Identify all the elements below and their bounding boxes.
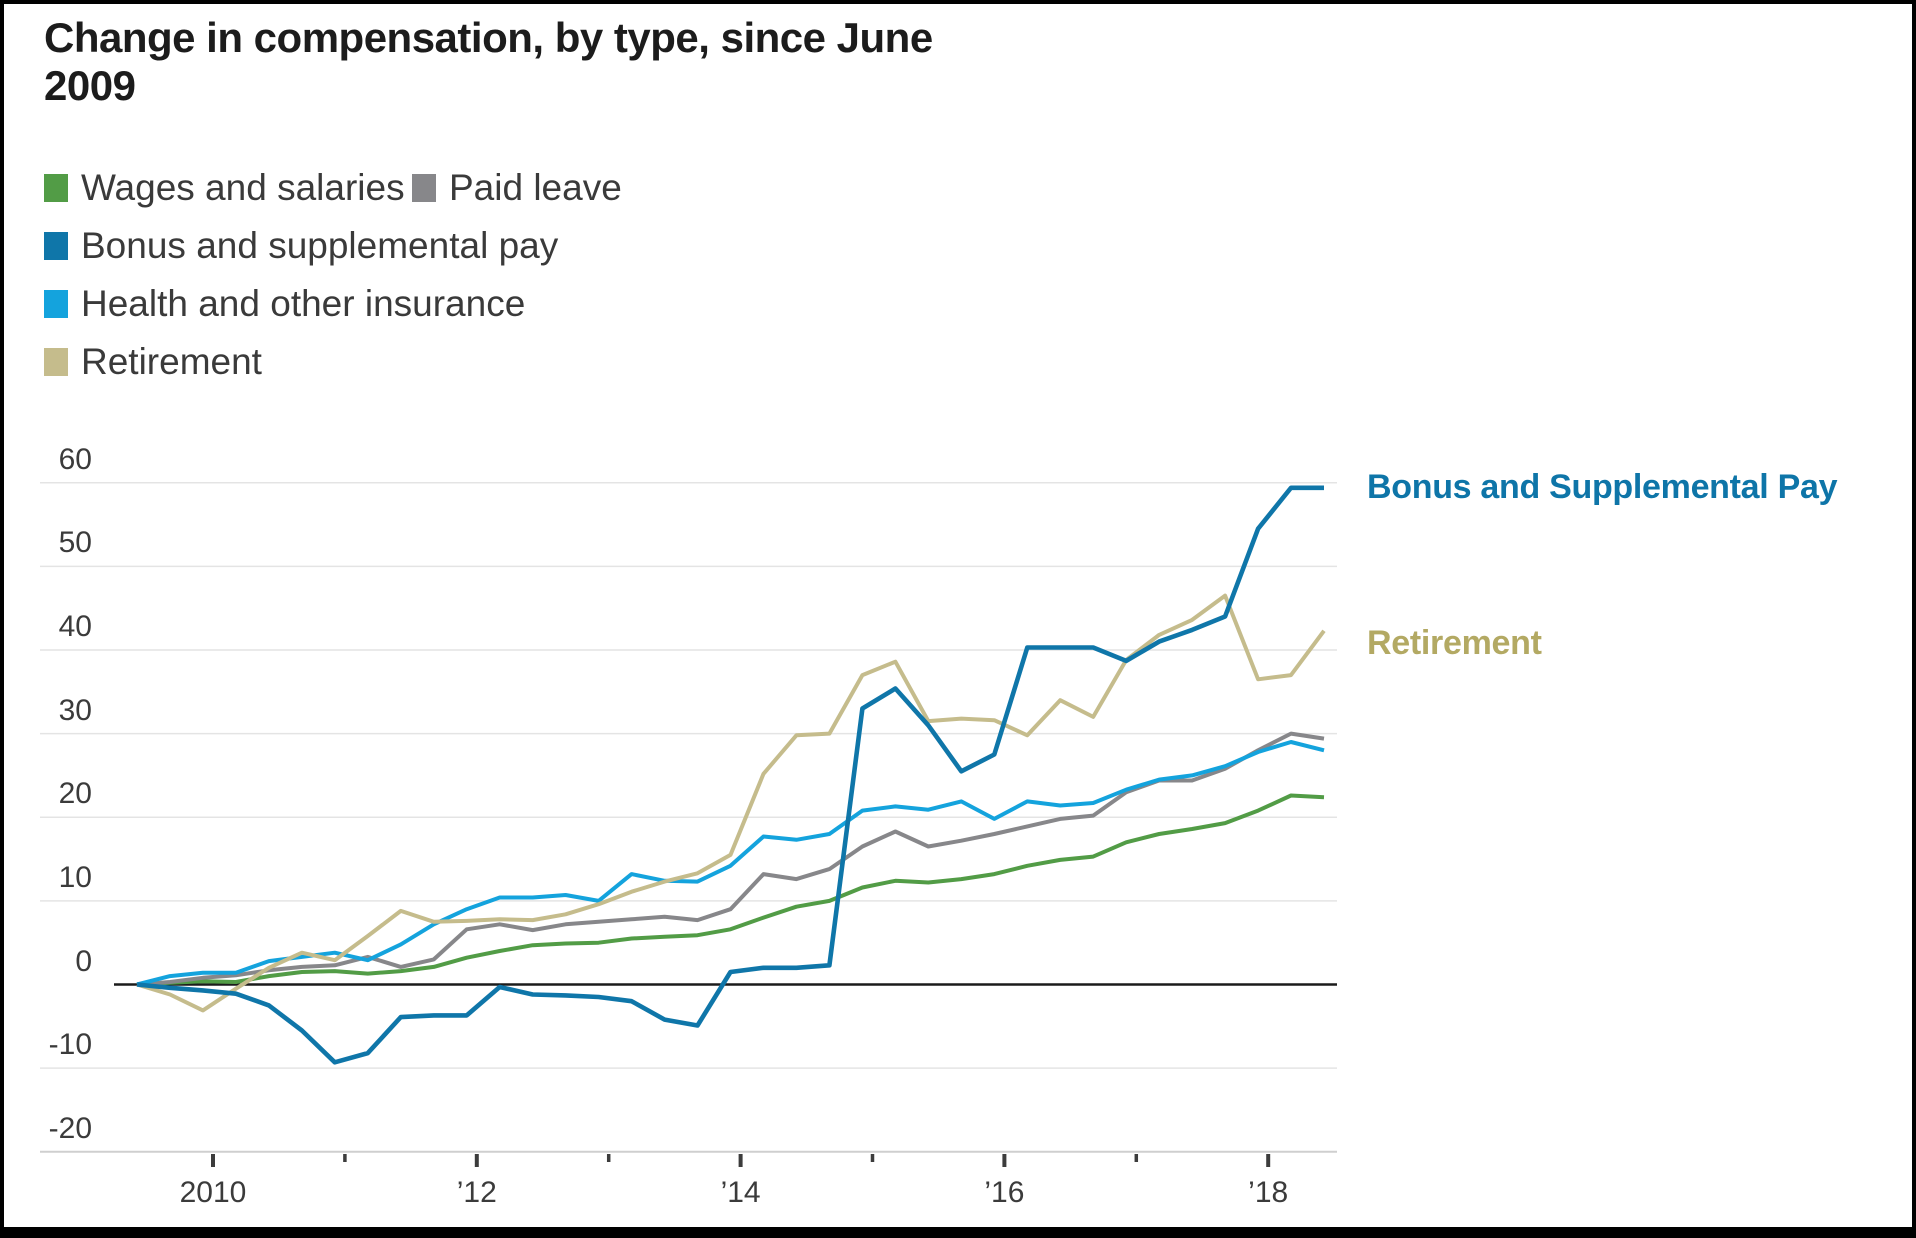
x-tick-label-2016: ’16 [984,1176,1025,1209]
legend-item-wages: Wages and salaries [44,167,405,209]
legend-label-bonus: Bonus and supplemental pay [81,225,559,266]
legend-item-retirement: Retirement [44,341,262,383]
legend-label-paid-leave: Paid leave [449,167,622,208]
legend-swatch-health-icon [44,290,68,318]
legend-label-health: Health and other insurance [81,283,526,324]
y-tick-label-40: 40 [58,610,92,643]
compensation-line-chart [40,482,1337,1167]
y-tick-label-30: 30 [58,693,92,727]
y-tick-label--10: -10 [48,1028,92,1062]
y-tick-label-50: 50 [58,526,92,560]
legend-swatch-retirement-icon [44,348,68,376]
legend-label-wages: Wages and salaries [81,167,405,208]
annotation-bonus-label: Bonus and Supplemental Pay [1367,468,1838,506]
series-line-retirement [136,593,1326,1013]
legend-item-bonus: Bonus and supplemental pay [44,225,558,267]
legend-item-paid-leave: Paid leave [412,167,622,209]
legend-label-retirement: Retirement [81,341,262,382]
y-tick-label--20: -20 [48,1111,92,1145]
x-tick-label-2010: 2010 [179,1176,247,1209]
legend-swatch-bonus-icon [44,232,68,260]
x-tick-label-2012: ’12 [456,1176,497,1209]
x-tick-label-2014: ’14 [720,1176,761,1209]
y-tick-label-10: 10 [58,860,92,894]
series-line-health-and-other-insurance [136,740,1325,987]
series-line-bonus-and-supplemental-pay [136,485,1324,1065]
chart-title-line2: 2009 [44,62,136,109]
annotation-retirement-label: Retirement [1367,624,1542,662]
x-tick-label-2018: ’18 [1248,1176,1289,1209]
y-tick-label-20: 20 [58,777,92,811]
y-tick-label-60: 60 [58,442,92,476]
y-tick-label-0: 0 [75,944,92,978]
legend-item-health: Health and other insurance [44,283,525,325]
series-line-paid-leave [136,731,1325,987]
series-line-wages-and-salaries [136,793,1325,987]
chart-title-line1: Change in compensation, by type, since J… [44,14,933,61]
legend-swatch-wages-icon [44,174,68,202]
legend-swatch-paid-leave-icon [412,174,436,202]
